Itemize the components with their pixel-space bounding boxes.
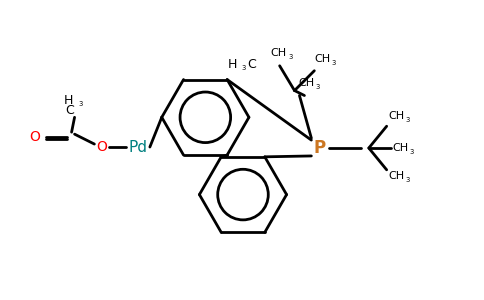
Text: C: C bbox=[247, 58, 256, 71]
Text: Pd: Pd bbox=[128, 140, 148, 154]
Text: CH: CH bbox=[389, 171, 405, 181]
Text: CH: CH bbox=[271, 48, 287, 58]
Text: $_3$: $_3$ bbox=[315, 82, 321, 92]
Text: P: P bbox=[313, 139, 325, 157]
Text: H: H bbox=[227, 58, 237, 71]
Text: O: O bbox=[30, 130, 40, 144]
Text: $_3$: $_3$ bbox=[406, 115, 411, 125]
Text: $_3$: $_3$ bbox=[331, 58, 337, 68]
Text: O: O bbox=[96, 140, 107, 154]
Text: $_3$: $_3$ bbox=[287, 52, 293, 62]
Text: C: C bbox=[65, 104, 74, 117]
Text: $_3$: $_3$ bbox=[241, 63, 247, 73]
Text: CH: CH bbox=[393, 143, 408, 153]
Text: CH: CH bbox=[298, 78, 315, 88]
Text: $_3$: $_3$ bbox=[406, 175, 411, 185]
Text: CH: CH bbox=[389, 111, 405, 121]
Text: CH: CH bbox=[314, 54, 330, 64]
Text: H: H bbox=[64, 94, 74, 107]
Text: $_3$: $_3$ bbox=[77, 99, 83, 110]
Text: $_3$: $_3$ bbox=[409, 147, 415, 157]
